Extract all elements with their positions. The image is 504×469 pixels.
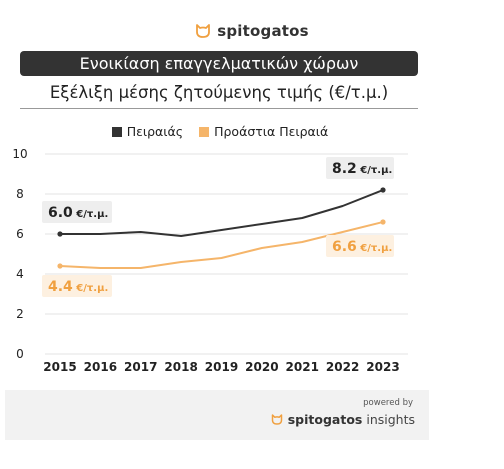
x-tick-label: 2017 xyxy=(124,360,157,374)
annotation-piraeus-last-value: 8.2 xyxy=(332,161,357,177)
x-tick-label: 2019 xyxy=(205,360,238,374)
legend-swatch-suburbs xyxy=(199,127,210,137)
annotation-piraeus-first-value: 6.0 xyxy=(48,205,73,221)
x-tick-label: 2015 xyxy=(43,360,76,374)
legend-label-suburbs: Προάστια Πειραιά xyxy=(214,124,329,139)
line-chart: 0 2 4 6 8 10 2015 2016 2017 2018 2019 2020 2021 2022 2… xyxy=(12,147,408,374)
annotation-suburbs-last-box xyxy=(326,235,394,257)
chart-title: Ενοικίαση επαγγελματικών χώρων xyxy=(20,51,418,76)
annotation-suburbs-last-unit: €/τ.μ. xyxy=(357,243,392,254)
annotation-piraeus-first-unit: €/τ.μ. xyxy=(73,209,108,220)
x-tick-label: 2021 xyxy=(286,360,319,374)
data-point-piraeus xyxy=(380,187,386,193)
annotation-piraeus-last-text: 8.2 €/τ.μ. xyxy=(332,161,392,177)
legend-item-suburbs: Προάστια Πειραιά xyxy=(199,124,328,139)
chart-legend: Πειραιάς Προάστια Πειραιά xyxy=(0,124,440,139)
annotation-suburbs-first-text: 4.4 €/τ.μ. xyxy=(48,279,108,295)
annotation-suburbs-last-text: 6.6 €/τ.μ. xyxy=(332,239,392,255)
annotation-suburbs-first-unit: €/τ.μ. xyxy=(73,283,108,294)
footer-brand-suffix: insights xyxy=(366,412,415,427)
legend-swatch-piraeus xyxy=(111,127,122,137)
y-tick-label: 4 xyxy=(16,267,24,281)
y-tick-label: 6 xyxy=(16,227,24,241)
legend-label-piraeus: Πειραιάς xyxy=(126,124,184,139)
cat-head-icon xyxy=(196,24,211,38)
footer-brand-name: spitogatos xyxy=(287,412,363,427)
annotation-piraeus-last-unit: €/τ.μ. xyxy=(357,165,392,176)
data-point-piraeus xyxy=(57,231,63,237)
annotation-piraeus-first-box xyxy=(42,201,112,223)
chart-subtitle: Εξέλιξη μέσης ζητούμενης τιμής (€/τ.μ.) xyxy=(49,83,389,102)
y-tick-label: 10 xyxy=(12,147,27,161)
x-tick-label: 2022 xyxy=(326,360,359,374)
data-point-suburbs xyxy=(380,219,386,225)
x-tick-label: 2020 xyxy=(245,360,278,374)
footer-banner: powered by spitogatos insights xyxy=(5,390,429,440)
y-tick-label: 2 xyxy=(16,307,24,321)
x-tick-label: 2023 xyxy=(366,360,399,374)
y-tick-label: 8 xyxy=(16,187,24,201)
footer-brand: spitogatos insights xyxy=(271,412,415,427)
x-tick-label: 2016 xyxy=(84,360,117,374)
annotation-suburbs-first-box xyxy=(42,275,112,297)
annotation-piraeus-first-text: 6.0 €/τ.μ. xyxy=(48,205,108,221)
legend-item-piraeus: Πειραιάς xyxy=(111,124,184,139)
brand-name: spitogatos xyxy=(217,22,309,40)
annotation-suburbs-last-value: 6.6 xyxy=(332,239,357,255)
annotation-piraeus-last-box xyxy=(326,157,394,179)
powered-by-text: powered by xyxy=(363,398,413,408)
brand-logo: spitogatos xyxy=(0,22,504,40)
subtitle-divider xyxy=(20,108,418,109)
annotation-suburbs-first-value: 4.4 xyxy=(48,279,73,295)
data-point-suburbs xyxy=(57,263,63,269)
y-tick-label: 0 xyxy=(16,347,24,361)
x-tick-label: 2018 xyxy=(164,360,197,374)
cat-head-icon xyxy=(271,414,282,425)
